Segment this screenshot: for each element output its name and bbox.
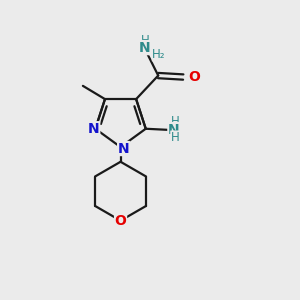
Text: H₂: H₂ bbox=[152, 48, 166, 61]
Text: N: N bbox=[168, 123, 179, 136]
Text: N: N bbox=[118, 142, 129, 155]
Text: O: O bbox=[188, 70, 200, 84]
Text: N: N bbox=[139, 40, 151, 55]
Text: H: H bbox=[141, 34, 149, 47]
Text: O: O bbox=[115, 214, 127, 228]
Text: H: H bbox=[171, 116, 180, 128]
Text: H: H bbox=[171, 131, 180, 144]
Text: N: N bbox=[88, 122, 100, 136]
